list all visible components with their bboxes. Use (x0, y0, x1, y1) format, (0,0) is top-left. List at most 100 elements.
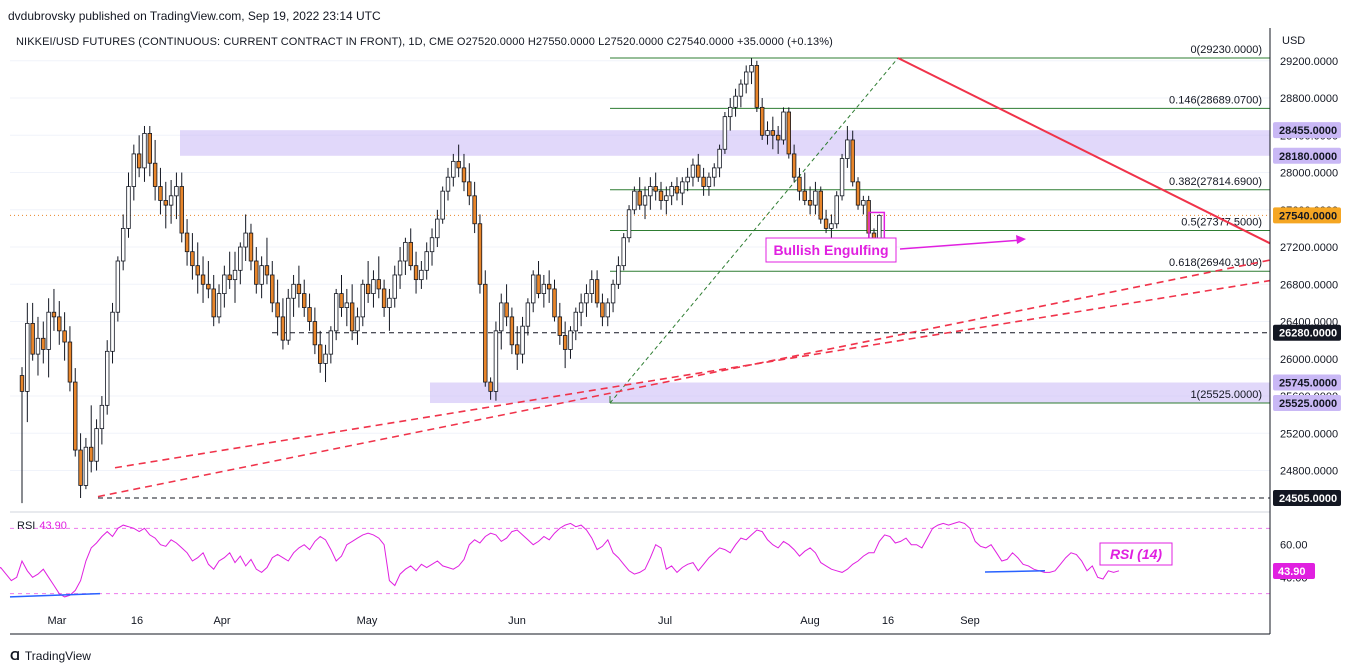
candle-body (392, 274, 397, 299)
x-tick-label: Jul (658, 615, 672, 627)
candle-body (259, 265, 264, 285)
candle-body (419, 269, 424, 281)
ascending-trendline (114, 279, 1271, 469)
candle-body (200, 274, 206, 285)
candle-body (83, 446, 89, 486)
candle-body (674, 186, 680, 194)
candle-body (291, 283, 296, 299)
y-tick-label: 26000.0000 (1280, 354, 1338, 366)
candle-body (206, 283, 211, 290)
symbol-legend[interactable]: NIKKEI/USD FUTURES (CONTINUOUS: CURRENT … (16, 36, 833, 48)
candle-body (381, 288, 387, 308)
candle-body (25, 322, 30, 392)
x-tick-label: Apr (213, 615, 230, 627)
sr-zone (430, 382, 1270, 404)
candle-body (515, 344, 520, 355)
candle-body (626, 209, 632, 239)
candle-body (781, 111, 786, 141)
candle-body (19, 375, 25, 392)
candle-body (243, 232, 248, 248)
candle-body (408, 241, 413, 267)
x-tick-label: May (357, 615, 378, 627)
candle-body (749, 65, 754, 73)
y-tick-label: 25200.0000 (1280, 428, 1338, 440)
candle-body (232, 269, 238, 281)
trendlines (97, 57, 1271, 498)
candle-body (802, 190, 807, 201)
candle-body (855, 181, 861, 206)
candle-body (648, 186, 653, 197)
candle-body (834, 195, 839, 225)
candle-body (467, 181, 472, 197)
candle-body (238, 246, 243, 271)
candle-body (227, 274, 232, 281)
candle-body (413, 265, 419, 281)
candle-body (861, 200, 866, 206)
candle-body (728, 106, 733, 118)
candle-body (120, 228, 126, 262)
rsi-legend[interactable]: RSI 43.90 (17, 520, 67, 532)
candle-body (152, 162, 158, 187)
candle-body (621, 237, 626, 267)
price-label: 25745.0000 (1279, 378, 1337, 390)
candle-body (632, 190, 637, 211)
rsi-title-box (1099, 542, 1173, 566)
candle-body (850, 139, 855, 183)
candle-body (360, 283, 365, 318)
rsi-value-label: 43.90 (1278, 566, 1306, 578)
candle-body (248, 232, 254, 262)
candle-body (30, 322, 35, 355)
candle-body (807, 200, 813, 206)
candle-body (584, 293, 589, 304)
price-label: 28180.0000 (1279, 151, 1337, 163)
candle-body (717, 148, 722, 169)
candle-body (195, 265, 200, 276)
candle-body (403, 241, 408, 262)
candle-body (296, 283, 302, 294)
rsi-line (0, 521, 1120, 598)
candle-body (653, 186, 658, 192)
candle-body (376, 279, 381, 290)
annotation-arrow (899, 239, 1023, 250)
rsi-trendline (9, 592, 101, 598)
candle-body (504, 302, 509, 318)
candle-body (578, 302, 584, 313)
footer[interactable]: Ɑ TradingView (10, 648, 91, 663)
price-label-bg (1273, 324, 1341, 341)
candle-body (429, 237, 435, 253)
sr-zones (180, 130, 1270, 404)
tradingview-logo-icon: Ɑ (10, 648, 20, 663)
candle-body (541, 283, 547, 294)
price-label: 27540.0000 (1279, 210, 1337, 222)
candle-body (594, 279, 600, 304)
candle-body (344, 302, 350, 308)
candle-body (62, 330, 67, 343)
candle-body (845, 139, 850, 159)
annotation-label: Bullish Engulfing (773, 242, 888, 258)
annotation-arrowhead (1016, 235, 1026, 244)
candle-body (51, 311, 57, 318)
price-label-bg (1273, 374, 1341, 391)
candle-body (280, 316, 286, 341)
candle-body (589, 279, 594, 294)
candle-body (323, 353, 328, 364)
candle-body (499, 302, 504, 332)
candle-body (818, 190, 823, 220)
candle-body (754, 65, 760, 108)
candle-body (440, 190, 445, 220)
candle-body (317, 344, 323, 364)
ascending-trendline (97, 259, 1271, 498)
candle-body (685, 176, 690, 183)
candle-body (690, 164, 696, 178)
fib-label: 1(25525.0000) (1190, 389, 1262, 401)
rsi-title: RSI (14) (1110, 546, 1162, 562)
candle-body (105, 350, 110, 406)
candle-body (312, 321, 318, 346)
price-label: 28455.0000 (1279, 125, 1337, 137)
x-tick-label: Jun (508, 615, 526, 627)
fib-label: 0.618(26940.3100) (1169, 257, 1262, 269)
candle-body (387, 297, 392, 308)
candle-body (759, 106, 765, 136)
candle-body (110, 311, 115, 352)
